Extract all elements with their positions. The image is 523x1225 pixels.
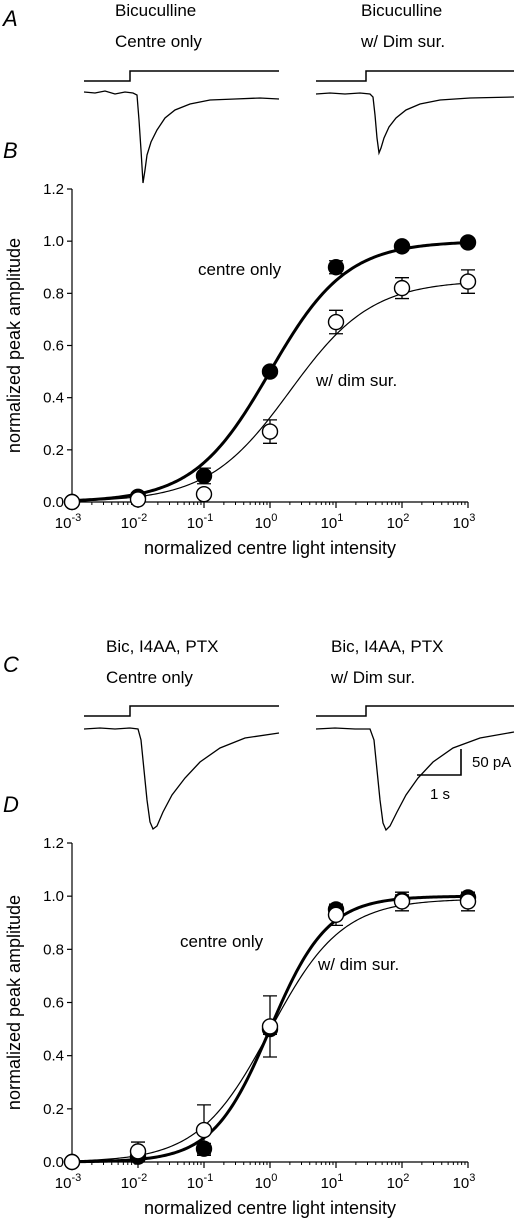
chart-b-series-dim-surround-point [261,423,279,440]
chart-d-y-tick-label: 1.0 [43,888,64,905]
current-trace-c2 [315,727,515,832]
chart-b-y-tick-label: 0.4 [43,390,64,407]
panel-letter-c: C [3,652,19,677]
chart-b-series-dim-surround-point [63,493,81,511]
stimulus-step-c1 [84,705,279,717]
chart-b-series-dim-surround-point [393,279,411,297]
current-trace-c1 [83,727,280,831]
trace-c1-label-line1: Bic, I4AA, PTX [106,637,219,656]
panel-letter-a: A [3,6,18,31]
chart-b-series-centre-only-point [459,234,477,251]
chart-d-x-tick-label: 103 [453,1172,476,1192]
chart-b-x-tick-label: 10-3 [55,512,81,532]
panel-letter-d: D [3,792,19,817]
chart-b-series-centre-only-label: centre only [198,260,282,279]
chart-d-series-dim-surround-point [327,906,345,923]
chart-b-x-tick-label: 102 [387,512,410,532]
current-trace-a2 [315,92,515,156]
chart-panel-d: 0.0 0.2 0.4 0.6 0.8 1.0 1.2 10-3 10-2 10-1 100 101 1… [4,835,477,1218]
chart-d-x-tick-label: 10-3 [55,1172,81,1192]
chart-b-y-tick-label: 1.2 [43,181,64,198]
chart-d-y-tick-label: 0.2 [43,1101,64,1118]
trace-c1 [83,705,280,831]
trace-c1-label-line2: Centre only [106,668,193,687]
stimulus-step-a1 [84,70,279,82]
chart-panel-b: 0.0 0.2 0.4 0.6 0.8 1.0 1.2 10-3 10-2 10-1 100 101 1… [4,181,477,558]
chart-b-series-centre-only-point [327,259,345,276]
chart-b-series-centre-only-point [195,467,213,485]
chart-b-series-dim-surround-label: w/ dim sur. [315,371,397,390]
chart-b-series-dim-surround-fit-curve [71,282,469,502]
trace-a1-label-line2: Centre only [115,32,202,51]
chart-d-series-dim-surround-point [261,1018,279,1035]
chart-d-x-tick-label: 10-1 [187,1172,213,1192]
chart-d-x-axis-label: normalized centre light intensity [144,1198,396,1218]
chart-d-series-dim-surround-label: w/ dim sur. [317,955,399,974]
chart-d-x-tick-label: 10-2 [121,1172,147,1192]
scale-bar-time-label: 1 s [430,786,450,803]
chart-d-series-dim-surround-point [195,1121,213,1139]
panel-letter-b: B [3,138,18,163]
chart-d-series-dim-surround-point [129,1143,147,1160]
chart-d-y-tick-label: 0.8 [43,941,64,958]
chart-b-y-tick-label: 0.6 [43,338,64,355]
trace-a2-label-line2: w/ Dim sur. [361,32,446,51]
chart-b-series-centre-only-point [393,238,411,255]
chart-d-y-tick-label: 0.6 [43,995,64,1012]
chart-b-x-tick-label: 100 [255,512,278,532]
chart-d-x-tick-label: 101 [321,1172,344,1192]
chart-d-y-axis-label: normalized peak amplitude [4,895,24,1110]
chart-b-series-dim-surround-point [327,313,345,331]
chart-d-x-tick-label: 102 [387,1172,410,1192]
chart-d-series-dim-surround-point [459,893,477,910]
chart-d-series-dim-surround-point [63,1153,81,1171]
chart-b-x-tick-label: 101 [321,512,344,532]
trace-a2 [315,70,515,156]
trace-a1 [83,70,280,184]
chart-d-y-tick-label: 0.4 [43,1048,64,1065]
trace-a1-label-line1: Bicuculline [115,1,197,20]
chart-b-y-tick-label: 0.2 [43,442,64,459]
chart-d-series-dim-surround-point [393,893,411,910]
chart-b-series-dim-surround-point [129,491,147,508]
scale-bar-amplitude-label: 50 pA [472,754,511,771]
trace-a2-label-line1: Bicuculline [361,1,443,20]
chart-d-series-centre-only-label: centre only [180,932,264,951]
chart-b-x-tick-label: 10-1 [187,512,213,532]
trace-c2 [315,705,515,832]
chart-b-x-tick-label: 103 [453,512,476,532]
stimulus-step-a2 [316,70,514,82]
chart-b-series-centre-only-point [261,363,279,380]
scale-bar [417,749,462,776]
chart-b-x-tick-label: 10-2 [121,512,147,532]
stimulus-step-c2 [316,705,514,717]
chart-b-series-dim-surround-point [195,485,213,503]
chart-d-x-tick-label: 100 [255,1172,278,1192]
chart-b-y-axis-label: normalized peak amplitude [4,238,24,453]
chart-d-y-tick-label: 0.0 [43,1154,64,1171]
current-trace-a1 [83,90,280,184]
trace-c2-label-line2: w/ Dim sur. [331,668,416,687]
chart-b-y-tick-label: 1.0 [43,233,64,250]
chart-b-series-dim-surround-point [459,273,477,290]
trace-c2-label-line1: Bic, I4AA, PTX [331,637,444,656]
chart-b-y-tick-label: 0.0 [43,494,64,511]
chart-b-y-tick-label: 0.8 [43,285,64,302]
chart-b-x-axis-label: normalized centre light intensity [144,538,396,558]
chart-d-y-tick-label: 1.2 [43,835,64,852]
